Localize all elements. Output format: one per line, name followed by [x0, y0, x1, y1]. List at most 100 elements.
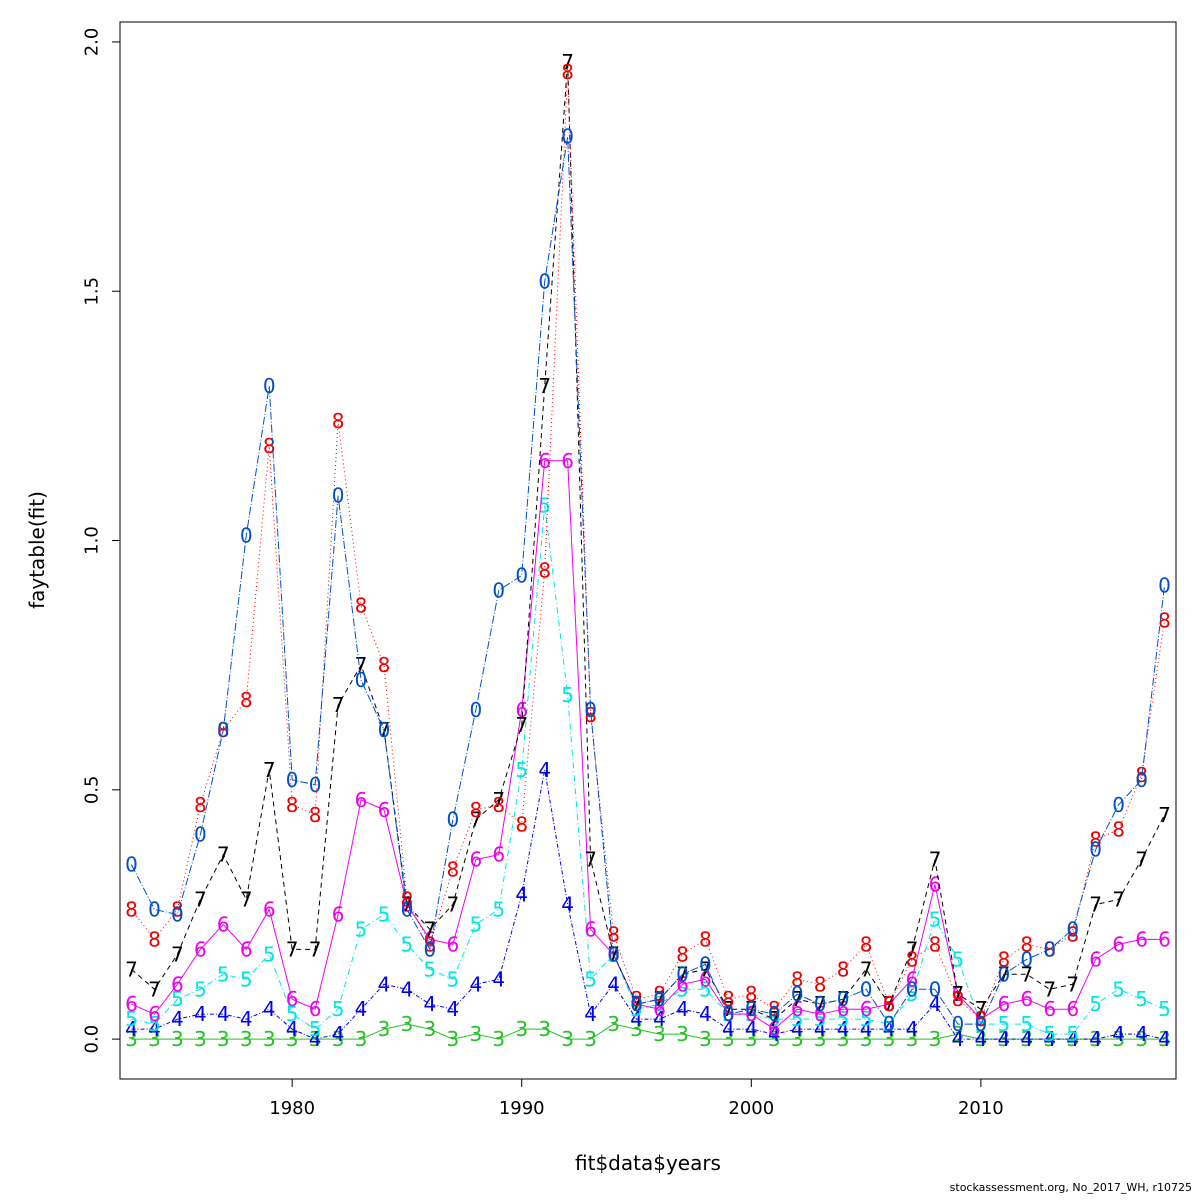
- data-point: 5: [515, 758, 528, 782]
- data-point: 8: [699, 927, 712, 951]
- data-point: 4: [860, 1017, 873, 1041]
- data-point: 8: [447, 858, 460, 882]
- data-point: 6: [309, 997, 322, 1021]
- data-point: 7: [538, 374, 551, 398]
- data-point: 8: [676, 942, 689, 966]
- data-point: 8: [561, 60, 574, 84]
- data-point: 3: [125, 1027, 138, 1051]
- data-point: 8: [1089, 828, 1102, 852]
- data-point: 4: [906, 1017, 919, 1041]
- data-point: 8: [1135, 763, 1148, 787]
- data-point: 0: [814, 992, 827, 1016]
- data-point: 3: [906, 1027, 919, 1051]
- data-point: 6: [1089, 947, 1102, 971]
- data-point: 3: [745, 1027, 758, 1051]
- data-point: 6: [538, 449, 551, 473]
- series-line: [131, 460, 1165, 1030]
- data-point: 6: [906, 967, 919, 991]
- data-point: 7: [1158, 803, 1171, 827]
- data-point: 7: [1066, 972, 1079, 996]
- data-point: 5: [906, 982, 919, 1006]
- data-point: 0: [492, 578, 505, 602]
- data-point: 4: [1043, 1027, 1056, 1051]
- data-point: 5: [378, 902, 391, 926]
- data-point: 3: [492, 1027, 505, 1051]
- data-point: 3: [515, 1017, 528, 1041]
- data-point: 7: [1135, 848, 1148, 872]
- data-point: 8: [929, 932, 942, 956]
- data-point: 7: [332, 693, 345, 717]
- data-point: 3: [860, 1027, 873, 1051]
- data-point: 3: [768, 1027, 781, 1051]
- data-point: 8: [1112, 818, 1125, 842]
- data-point: 7: [492, 788, 505, 812]
- data-point: 5: [1066, 1022, 1079, 1046]
- data-point: 4: [561, 892, 574, 916]
- data-point: 7: [584, 848, 597, 872]
- data-point: 4: [584, 1002, 597, 1026]
- data-point: 5: [125, 1007, 138, 1031]
- data-point: 5: [240, 967, 253, 991]
- data-point: 5: [332, 997, 345, 1021]
- data-point: 4: [125, 1017, 138, 1041]
- y-tick-label: 0.0: [82, 1025, 103, 1054]
- data-point: 0: [1089, 838, 1102, 862]
- data-point: 7: [125, 957, 138, 981]
- data-point: 5: [469, 912, 482, 936]
- data-point: 0: [447, 808, 460, 832]
- data-point: 0: [424, 937, 437, 961]
- data-point: 4: [355, 997, 368, 1021]
- data-point: 0: [309, 773, 322, 797]
- data-point: 3: [148, 1027, 161, 1051]
- series-line: [131, 505, 1165, 1035]
- data-point: 3: [676, 1022, 689, 1046]
- data-point: 4: [401, 977, 414, 1001]
- data-point: 3: [791, 1027, 804, 1051]
- data-point: 0: [538, 269, 551, 293]
- data-point: 0: [745, 997, 758, 1021]
- data-point: 7: [286, 937, 299, 961]
- data-point: 6: [768, 1017, 781, 1041]
- data-point: 3: [424, 1017, 437, 1041]
- data-point: 8: [515, 813, 528, 837]
- data-point: 0: [630, 992, 643, 1016]
- data-point: 8: [240, 688, 253, 712]
- data-point: 0: [355, 668, 368, 692]
- data-point: 6: [515, 698, 528, 722]
- data-point: 4: [194, 1002, 207, 1026]
- data-point: 5: [286, 1002, 299, 1026]
- data-point: 4: [1020, 1027, 1033, 1051]
- data-point: 4: [309, 1027, 322, 1051]
- data-point: 4: [676, 997, 689, 1021]
- data-point: 0: [883, 1012, 896, 1036]
- data-point: 0: [1020, 947, 1033, 971]
- data-point: 4: [699, 1002, 712, 1026]
- data-point: 0: [952, 1012, 965, 1036]
- data-point: 5: [309, 1017, 322, 1041]
- data-point: 8: [194, 793, 207, 817]
- series-line: [131, 769, 1165, 1040]
- y-tick-label: 0.5: [82, 776, 103, 805]
- data-point: 8: [1066, 922, 1079, 946]
- data-point: 8: [883, 992, 896, 1016]
- x-tick-label: 1980: [269, 1098, 315, 1119]
- data-point: 3: [447, 1027, 460, 1051]
- data-point: 0: [699, 952, 712, 976]
- data-point: 4: [814, 1017, 827, 1041]
- data-point: 5: [584, 967, 597, 991]
- data-point: 3: [883, 1027, 896, 1051]
- data-point: 6: [791, 997, 804, 1021]
- data-point: 3: [814, 1027, 827, 1051]
- data-point: 3: [538, 1017, 551, 1041]
- x-axis-title: fit$data$years: [575, 1151, 721, 1175]
- data-point: 3: [584, 1027, 597, 1051]
- data-point: 5: [1112, 977, 1125, 1001]
- data-point: 4: [722, 1017, 735, 1041]
- data-point: 6: [378, 798, 391, 822]
- data-point: 8: [355, 593, 368, 617]
- data-point: 7: [883, 992, 896, 1016]
